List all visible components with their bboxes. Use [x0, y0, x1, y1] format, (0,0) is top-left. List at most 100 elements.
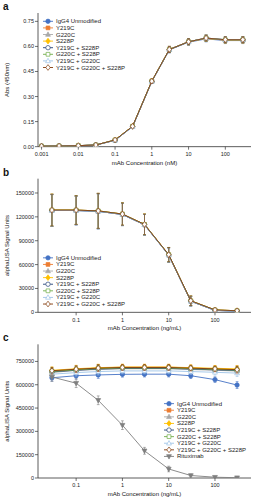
- error-bar: [51, 195, 54, 227]
- data-point: [142, 365, 146, 371]
- data-point: [189, 365, 193, 371]
- error-bar: [187, 39, 190, 45]
- x-tick: [122, 312, 123, 315]
- y-tick-label: 0.75: [23, 18, 34, 24]
- legend-label: G220C + S228P: [56, 288, 100, 294]
- x-tick: [225, 147, 226, 150]
- error-bar: [189, 296, 192, 306]
- data-point: [96, 209, 101, 213]
- error-bar: [187, 39, 190, 45]
- y-tick-label: 30000: [19, 285, 34, 291]
- data-point: [94, 143, 98, 147]
- legend-item: S228P: [43, 275, 74, 281]
- x-tick-label: 0.01: [73, 151, 84, 157]
- error-bar: [167, 364, 170, 370]
- legend-marker: [167, 408, 171, 412]
- data-point: [235, 308, 239, 312]
- x-axis-line: [38, 312, 251, 313]
- error-bar: [189, 366, 192, 372]
- legend-item: Y219C + G220C: [164, 440, 222, 446]
- data-point: [76, 143, 80, 146]
- error-bar: [143, 364, 146, 370]
- error-bar: [241, 37, 244, 43]
- error-bar: [75, 196, 78, 225]
- data-point: [223, 38, 227, 42]
- legend-label: S228P: [56, 38, 74, 44]
- series: [50, 373, 240, 478]
- data-point: [130, 123, 134, 129]
- series: [39, 35, 245, 147]
- series: [40, 35, 245, 147]
- legend-marker: [167, 447, 171, 453]
- data-point: [167, 253, 171, 257]
- panel-title: b: [3, 167, 9, 178]
- data-point: [113, 137, 117, 143]
- data-point: [150, 79, 154, 83]
- series-line: [42, 39, 243, 146]
- legend-item: Y219C + S228P: [164, 427, 220, 433]
- error-bar: [143, 214, 146, 235]
- data-point: [213, 308, 218, 312]
- data-point: [130, 123, 134, 129]
- data-point: [76, 143, 80, 146]
- legend-label: Y219C + G220C: [56, 58, 101, 64]
- panel: 01500003000004500006000007500000.1110100…: [3, 332, 251, 497]
- error-bar: [189, 296, 192, 306]
- error-bar: [168, 46, 171, 52]
- error-bar: [121, 203, 124, 225]
- series: [50, 194, 240, 313]
- error-bar: [150, 79, 153, 83]
- data-point: [57, 144, 61, 147]
- data-point: [39, 144, 43, 147]
- data-point: [150, 78, 154, 84]
- data-point: [204, 35, 208, 41]
- x-tick-label: 1: [121, 483, 124, 489]
- data-point: [204, 36, 208, 40]
- legend-label: Y219C + S228P: [56, 281, 99, 287]
- data-point: [94, 142, 98, 147]
- y-tick-label: 0.15: [23, 119, 34, 125]
- legend-label: Y219C + S228P: [177, 427, 220, 433]
- y-axis-line: [38, 179, 39, 313]
- series: [50, 193, 239, 312]
- error-bar: [75, 196, 78, 225]
- series-line: [52, 210, 237, 311]
- data-point: [235, 366, 239, 372]
- series: [50, 364, 240, 374]
- y-tick: [35, 216, 38, 217]
- legend-label: Y219C + G220C + S228P: [56, 65, 125, 71]
- error-bar: [97, 194, 100, 229]
- y-tick-label: 0.45: [23, 68, 34, 74]
- panel: 03000060000900001200001500000.1110100bmA…: [3, 167, 251, 332]
- data-point: [150, 79, 154, 83]
- data-point: [235, 308, 240, 312]
- series-line: [42, 38, 243, 146]
- data-point: [74, 208, 79, 212]
- legend-item: IgG4 Unmodified: [43, 255, 101, 261]
- x-tick: [214, 478, 215, 481]
- legend-item: Y219C + G220C + S228P: [43, 65, 125, 71]
- error-bar: [224, 37, 227, 43]
- series: [50, 366, 240, 376]
- series-line: [42, 38, 243, 146]
- error-bar: [224, 37, 227, 43]
- error-bar: [187, 39, 190, 45]
- data-point: [204, 36, 208, 42]
- y-tick-label: 120000: [16, 214, 34, 220]
- x-tick: [76, 478, 77, 481]
- legend-item: Rituximab: [164, 453, 204, 459]
- data-point: [223, 37, 227, 43]
- data-point: [130, 124, 134, 128]
- error-bar: [168, 46, 171, 52]
- legend-marker: [167, 441, 172, 445]
- error-bar: [143, 214, 146, 235]
- error-bar: [51, 194, 54, 226]
- error-bar: [189, 296, 192, 306]
- legend-item: Y219C + S228P: [43, 281, 99, 287]
- error-bar: [121, 365, 124, 371]
- panel-title: a: [3, 1, 9, 12]
- data-point: [235, 309, 239, 312]
- x-tick: [168, 478, 169, 481]
- error-bar: [51, 195, 54, 227]
- y-axis-label: alphaLISA Signal Units: [4, 381, 10, 442]
